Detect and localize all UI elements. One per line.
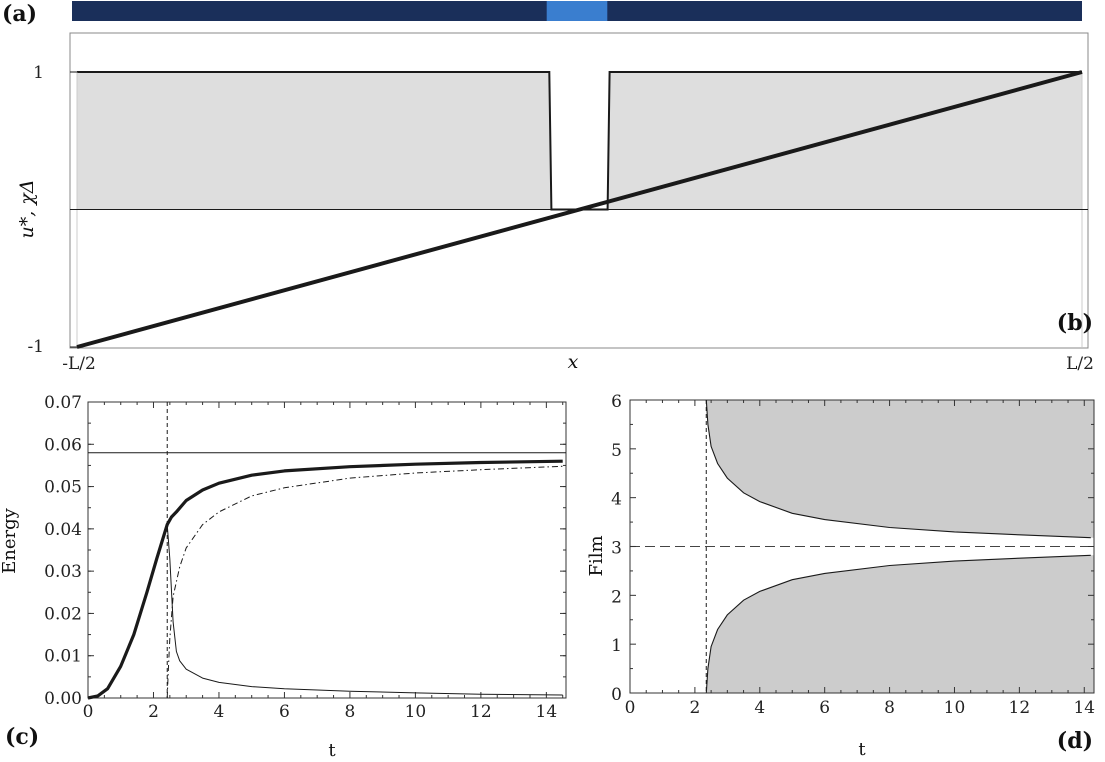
panel-b: x u*, χΔ -L/2 L/2 1 -1 (b) — [16, 32, 1094, 374]
x-tick-label-d: 4 — [754, 698, 765, 718]
strip-bright-cell — [546, 1, 608, 21]
y-tick-label-c: 0.01 — [44, 647, 82, 667]
x-tick-label-c: 10 — [405, 702, 427, 722]
y-axis-title-b: u*, χΔ — [16, 179, 38, 238]
energy-series-thick — [87, 459, 563, 700]
panel-label-a: (a) — [2, 1, 37, 27]
y-tick-bottom-b: -1 — [27, 337, 44, 357]
panel-c: 0 2 4 6 8 10 12 14 0.00 0.01 0.02 0.03 0.04 0.05 0.06 0… — [0, 393, 567, 761]
energy-series-thin — [166, 524, 563, 696]
plot-area-b — [69, 32, 1089, 349]
x-tick-label-c: 14 — [536, 702, 558, 722]
x-tick-label-c: 4 — [214, 702, 225, 722]
y-tick-label-d: 2 — [611, 587, 622, 607]
y-tick-label-c: 0.00 — [44, 689, 82, 709]
x-tick-label-c: 6 — [279, 702, 290, 722]
y-tick-label-c: 0.06 — [44, 435, 82, 455]
y-tick-label-c: 0.07 — [44, 393, 82, 413]
upper-film-region — [706, 400, 1094, 538]
y-tick-label-d: 3 — [611, 539, 622, 559]
y-tick-label-d: 4 — [611, 490, 622, 510]
energy-series-dashdot — [166, 465, 563, 699]
x-tick-label-d: 6 — [819, 698, 830, 718]
panel-label-c: (c) — [5, 724, 39, 750]
upper-boundary-line — [705, 399, 1091, 539]
x-tick-label-d: 12 — [1009, 698, 1031, 718]
panel-label-b: (b) — [1057, 310, 1093, 336]
x-tick-label-d: 8 — [884, 698, 895, 718]
x-tick-label-d: 14 — [1073, 698, 1095, 718]
y-axis-title-c: Energy — [0, 507, 20, 574]
x-tick-label-c: 2 — [148, 702, 159, 722]
step-fill-region — [77, 72, 1082, 210]
x-axis-title-d: t — [858, 739, 866, 760]
x-tick-right-b: L/2 — [1066, 354, 1094, 374]
panel-label-d: (d) — [1057, 728, 1093, 754]
y-tick-label-c: 0.04 — [44, 520, 82, 540]
y-tick-label-d: 5 — [611, 441, 622, 461]
lower-boundary-line — [705, 554, 1091, 694]
x-tick-label-c: 8 — [345, 702, 356, 722]
y-tick-label-c: 0.05 — [44, 478, 82, 498]
x-tick-label-d: 10 — [944, 698, 966, 718]
x-tick-left-b: -L/2 — [62, 354, 96, 374]
plot-frame-b — [69, 32, 1089, 349]
x-axis-title-c: t — [328, 740, 336, 761]
y-axis-title-d: Film — [586, 535, 607, 576]
strip-heatmap — [72, 1, 1082, 21]
panel-a: (a) — [2, 1, 1082, 27]
y-tick-label-d: 0 — [611, 685, 622, 705]
y-tick-top-b: 1 — [33, 63, 44, 83]
y-tick-label-c: 0.02 — [44, 604, 82, 624]
lower-film-region — [706, 555, 1094, 693]
y-tick-label-d: 1 — [611, 636, 622, 656]
x-tick-label-c: 0 — [83, 702, 94, 722]
x-axis-title-b: x — [568, 351, 579, 373]
x-tick-label-c: 12 — [470, 702, 492, 722]
x-tick-label-d: 0 — [625, 698, 636, 718]
y-tick-label-c: 0.03 — [44, 562, 82, 582]
y-tick-label-d: 6 — [611, 392, 622, 412]
plot-area-c: 0 2 4 6 8 10 12 14 0.00 0.01 0.02 0.03 0.04 0.05 0.06 0… — [44, 393, 567, 722]
diagonal-series-line — [76, 70, 1083, 349]
x-tick-label-d: 2 — [689, 698, 700, 718]
